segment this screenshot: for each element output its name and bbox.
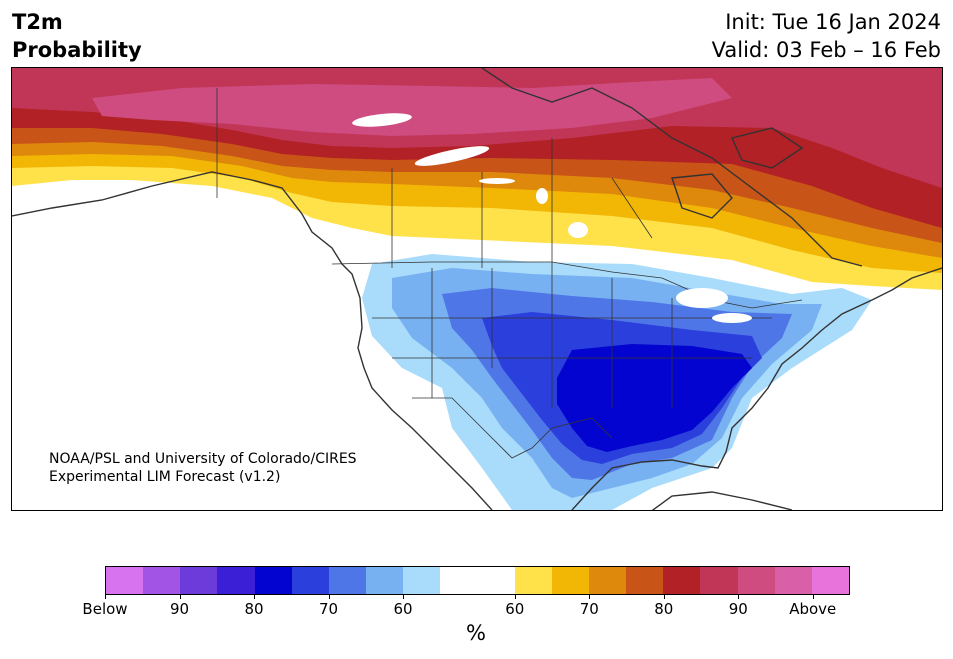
colorbar-swatch xyxy=(700,567,738,594)
colorbar-tick-mark xyxy=(254,594,255,599)
colorbar-tick-mark xyxy=(179,594,181,599)
init-date: Init: Tue 16 Jan 2024 xyxy=(725,10,941,34)
colorbar-swatch xyxy=(737,567,775,594)
colorbar-swatch xyxy=(180,567,218,594)
colorbar-tick-label: 90 xyxy=(728,600,748,618)
colorbar-tick-mark xyxy=(403,594,404,599)
political-borders xyxy=(216,88,803,459)
colorbar-swatch xyxy=(551,567,590,594)
colorbar-tick-mark xyxy=(663,594,665,599)
colorbar-swatch xyxy=(626,567,664,594)
colorbar-swatch xyxy=(663,567,701,594)
credit-text: NOAA/PSL and University of Colorado/CIRE… xyxy=(49,450,357,486)
colorbar-tick-label: Above xyxy=(789,600,837,618)
colorbar-tick-label: 80 xyxy=(244,600,264,618)
colorbar-unit: % xyxy=(466,621,486,645)
chart-title: T2m Probability xyxy=(12,8,142,64)
colorbar-tick-mark xyxy=(514,594,516,599)
colorbar-tick-label: Below xyxy=(82,600,128,618)
colorbar-tick-mark xyxy=(328,594,330,599)
colorbar-swatch xyxy=(366,567,404,594)
forecast-dates: Init: Tue 16 Jan 2024 Valid: 03 Feb – 16… xyxy=(712,8,941,64)
lakes xyxy=(352,113,752,323)
colorbar-swatch xyxy=(254,567,292,594)
colorbar-swatch xyxy=(514,567,552,594)
colorbar-swatch xyxy=(589,567,627,594)
colorbar-tick-label: 70 xyxy=(318,600,339,618)
colorbar-swatch xyxy=(328,567,367,594)
colorbar-tick-label: 60 xyxy=(393,600,413,618)
colorbar-swatch xyxy=(291,567,329,594)
colorbar-swatch xyxy=(440,567,515,594)
colorbar xyxy=(105,566,850,595)
colorbar-tick-label: 90 xyxy=(169,600,190,618)
below-band-80 xyxy=(557,344,752,452)
colorbar-tick-mark xyxy=(812,594,814,599)
colorbar-tick-label: 70 xyxy=(579,600,599,618)
colorbar-tick-label: 60 xyxy=(505,600,525,618)
above-band-90 xyxy=(92,78,732,136)
credit-line-2: Experimental LIM Forecast (v1.2) xyxy=(49,469,281,485)
colorbar-tick-label: 80 xyxy=(654,600,674,618)
colorbar-swatch xyxy=(106,567,144,594)
title-quantity: Probability xyxy=(12,38,142,62)
valid-range: Valid: 03 Feb – 16 Feb xyxy=(711,38,941,62)
colorbar-tick-mark xyxy=(589,594,591,599)
colorbar-tick-mark xyxy=(738,594,740,599)
map-panel xyxy=(11,67,943,511)
north-america-map xyxy=(12,68,942,510)
colorbar-swatch xyxy=(403,567,441,594)
colorbar-swatch xyxy=(143,567,181,594)
title-variable: T2m xyxy=(12,10,63,34)
colorbar-tick-mark xyxy=(105,594,106,599)
colorbar-swatch xyxy=(774,567,812,594)
colorbar-swatch xyxy=(217,567,255,594)
colorbar-swatch xyxy=(811,567,850,594)
credit-line-1: NOAA/PSL and University of Colorado/CIRE… xyxy=(49,451,357,467)
coastlines xyxy=(12,68,942,510)
